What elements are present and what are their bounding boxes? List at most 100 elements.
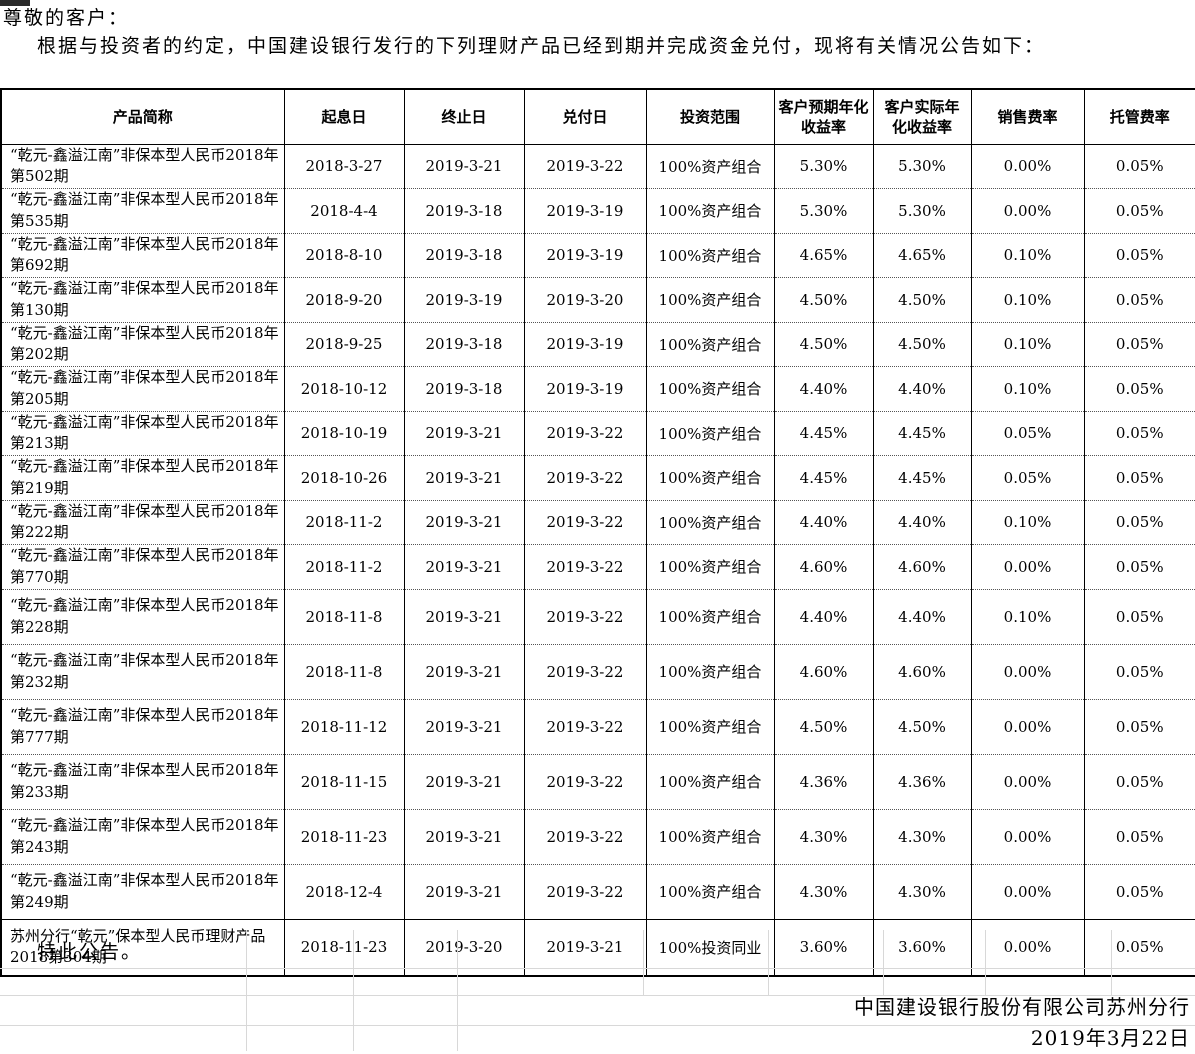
table-cell: 4.50%	[872, 321, 971, 367]
table-header: 产品简称 起息日 终止日 兑付日 投资范围 客户预期年化收益率 客户实际年化收益…	[1, 89, 1195, 145]
table-cell: 4.40%	[872, 499, 971, 545]
table-cell: 2019-3-18	[403, 321, 524, 367]
table-cell: 2019-3-19	[523, 321, 646, 367]
table-cell: 2019-3-18	[403, 188, 524, 233]
table-cell: 4.45%	[773, 410, 873, 456]
table-row: “乾元-鑫溢江南”非保本型人民币2018年第535期 2018-4-4 2019-3…	[1, 188, 1195, 233]
grid-line	[457, 930, 458, 1051]
table-cell: 2019-3-18	[403, 232, 524, 278]
product-name-cell: “乾元-鑫溢江南”非保本型人民币2018年第233期	[1, 753, 284, 809]
table-cell: 4.50%	[773, 277, 873, 322]
table-cell: 100%资产组合	[645, 232, 774, 278]
header-payment-date: 兑付日	[523, 89, 646, 145]
table-cell: 5.30%	[773, 144, 873, 189]
table-cell: 0.05%	[1083, 808, 1195, 864]
table-cell: 0.05%	[1083, 232, 1195, 278]
table-cell: 4.40%	[773, 499, 873, 545]
table-row: “乾元-鑫溢江南”非保本型人民币2018年第249期 2018-12-4 2019-…	[1, 863, 1195, 919]
screenshot-corner-artifact	[0, 0, 30, 6]
product-name-cell: “乾元-鑫溢江南”非保本型人民币2018年第202期	[1, 321, 284, 367]
table-cell: 0.10%	[970, 321, 1084, 367]
table-cell: 2019-3-19	[403, 277, 524, 322]
table-cell: 100%资产组合	[645, 863, 774, 919]
table-cell: 2019-3-21	[403, 808, 524, 864]
table-cell: 0.10%	[970, 277, 1084, 322]
table-cell: 0.10%	[970, 232, 1084, 278]
table-cell: 4.45%	[773, 455, 873, 500]
table-cell: 0.05%	[1083, 499, 1195, 545]
table-cell: 2019-3-21	[403, 643, 524, 699]
table-cell: 0.05%	[1083, 410, 1195, 456]
header-end-date: 终止日	[403, 89, 524, 145]
table-cell: 4.45%	[872, 455, 971, 500]
product-name-cell: “乾元-鑫溢江南”非保本型人民币2018年第232期	[1, 643, 284, 699]
table-cell: 2019-3-22	[523, 410, 646, 456]
grid-line	[246, 930, 247, 1051]
table-cell: 2019-3-21	[403, 544, 524, 589]
table-cell: 2019-3-22	[523, 455, 646, 500]
table-cell: 4.40%	[773, 588, 873, 644]
header-actual-yield: 客户实际年化收益率	[872, 89, 971, 145]
table-cell: 0.05%	[1083, 643, 1195, 699]
table-cell: 2019-3-21	[403, 144, 524, 189]
header-custody-fee: 托管费率	[1083, 89, 1195, 145]
table-cell: 0.00%	[970, 544, 1084, 589]
table-cell: 100%资产组合	[645, 499, 774, 545]
table-cell: 100%资产组合	[645, 455, 774, 500]
table-cell: 4.40%	[872, 366, 971, 411]
table-cell: 4.50%	[872, 277, 971, 322]
signature-company: 中国建设银行股份有限公司苏州分行	[854, 995, 1190, 1019]
product-name-cell: “乾元-鑫溢江南”非保本型人民币2018年第535期	[1, 188, 284, 233]
table-cell: 3.60%	[773, 918, 873, 976]
table-cell: 2018-3-27	[283, 144, 404, 189]
table-row: 苏州分行“乾元”保本型人民币理财产品2018第304期 2018-11-23 201…	[1, 918, 1195, 976]
table-cell: 0.00%	[970, 643, 1084, 699]
table-cell: 2018-9-20	[283, 277, 404, 322]
table-cell: 4.50%	[773, 321, 873, 367]
table-cell: 0.00%	[970, 753, 1084, 809]
table-cell: 100%资产组合	[645, 698, 774, 754]
table-cell: 0.00%	[970, 918, 1084, 976]
table-cell: 2019-3-22	[523, 144, 646, 189]
table-cell: 2019-3-21	[403, 499, 524, 545]
product-name-cell: “乾元-鑫溢江南”非保本型人民币2018年第243期	[1, 808, 284, 864]
table-cell: 4.40%	[773, 366, 873, 411]
table-cell: 4.50%	[773, 698, 873, 754]
table-cell: 0.00%	[970, 698, 1084, 754]
grid-line	[768, 930, 769, 995]
table-cell: 2019-3-20	[523, 277, 646, 322]
table-cell: 4.60%	[872, 643, 971, 699]
table-cell: 2018-10-12	[283, 366, 404, 411]
table-cell: 4.30%	[773, 808, 873, 864]
table-row: “乾元-鑫溢江南”非保本型人民币2018年第213期 2018-10-19 2019…	[1, 410, 1195, 456]
table-cell: 2019-3-21	[403, 410, 524, 456]
table-cell: 2019-3-22	[523, 588, 646, 644]
table-cell: 4.65%	[773, 232, 873, 278]
footer-area: 特此公告。 中国建设银行股份有限公司苏州分行 2019年3月22日	[0, 930, 1195, 1051]
table-cell: 4.50%	[872, 698, 971, 754]
grid-line	[0, 968, 1195, 969]
intro-paragraph: 根据与投资者的约定，中国建设银行发行的下列理财产品已经到期并完成资金兑付，现将有…	[37, 35, 1046, 57]
table-row: “乾元-鑫溢江南”非保本型人民币2018年第502期 2018-3-27 2019-…	[1, 144, 1195, 189]
product-name-cell: “乾元-鑫溢江南”非保本型人民币2018年第777期	[1, 698, 284, 754]
table-cell: 2019-3-21	[403, 588, 524, 644]
table-cell: 2019-3-22	[523, 499, 646, 545]
table-cell: 100%资产组合	[645, 643, 774, 699]
table-cell: 100%资产组合	[645, 753, 774, 809]
table-cell: 0.10%	[970, 588, 1084, 644]
product-name-cell: “乾元-鑫溢江南”非保本型人民币2018年第502期	[10, 145, 279, 186]
table-cell: 2019-3-22	[523, 753, 646, 809]
table-cell: 2019-3-21	[403, 863, 524, 919]
table-cell: 0.05%	[1083, 366, 1195, 411]
table-cell: 4.60%	[872, 544, 971, 589]
product-name-cell: “乾元-鑫溢江南”非保本型人民币2018年第249期	[1, 863, 284, 919]
table-cell: 2019-3-21	[403, 753, 524, 809]
table-cell: 2018-11-8	[283, 588, 404, 644]
table-body: “乾元-鑫溢江南”非保本型人民币2018年第502期 2018-3-27 2019-…	[1, 144, 1195, 976]
table-cell: 4.65%	[872, 232, 971, 278]
table-cell: 2018-11-2	[283, 499, 404, 545]
table-cell: 2018-11-8	[283, 643, 404, 699]
table-cell: 2019-3-20	[403, 918, 524, 976]
table-row: “乾元-鑫溢江南”非保本型人民币2018年第770期 2018-11-2 2019-…	[1, 544, 1195, 589]
table-row: “乾元-鑫溢江南”非保本型人民币2018年第243期 2018-11-23 2019…	[1, 808, 1195, 864]
